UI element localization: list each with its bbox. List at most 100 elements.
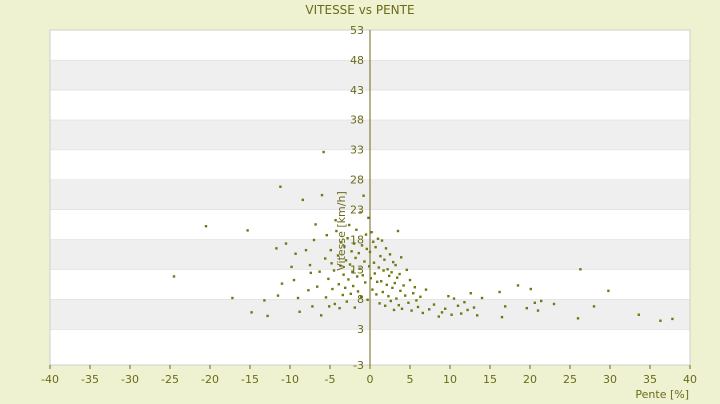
x-tick-label: 15 <box>483 373 497 386</box>
data-point <box>372 240 375 243</box>
y-tick-label: 53 <box>350 24 364 37</box>
data-point <box>529 287 532 291</box>
data-point <box>307 289 310 292</box>
data-point <box>320 314 323 317</box>
data-point <box>500 315 504 319</box>
data-point <box>345 300 348 303</box>
y-tick-label: 13 <box>350 263 364 276</box>
data-point <box>348 223 351 227</box>
x-tick-label: -15 <box>241 373 259 386</box>
data-point <box>284 242 288 245</box>
x-tick-label: -5 <box>325 373 336 386</box>
data-point <box>324 296 328 299</box>
data-point <box>463 300 466 304</box>
data-point <box>341 293 344 297</box>
data-point <box>362 194 365 197</box>
data-point <box>444 307 447 310</box>
data-point <box>579 268 582 271</box>
data-point <box>392 260 395 264</box>
data-point <box>333 302 336 306</box>
data-point <box>607 289 610 293</box>
data-point <box>327 277 330 281</box>
data-point <box>372 261 376 264</box>
data-point <box>380 280 383 283</box>
data-point <box>231 296 234 300</box>
data-point <box>424 288 428 291</box>
data-point <box>328 305 331 308</box>
x-tick-label: 25 <box>563 373 577 386</box>
data-point <box>172 275 176 278</box>
x-axis-label: Pente [%] <box>635 388 689 400</box>
data-point <box>204 225 208 228</box>
data-point <box>516 284 520 287</box>
data-point <box>340 241 343 244</box>
data-point <box>308 263 312 267</box>
data-point <box>384 304 387 307</box>
data-point <box>410 309 413 312</box>
data-point <box>452 297 456 300</box>
data-point <box>498 290 501 294</box>
data-point <box>385 283 388 287</box>
data-point <box>388 253 392 256</box>
x-tick-label: 0 <box>367 373 374 386</box>
data-point <box>320 193 324 197</box>
y-tick-label: 3 <box>357 323 364 336</box>
y-tick-label: 38 <box>350 114 364 127</box>
data-point <box>393 281 396 285</box>
data-point <box>388 274 391 278</box>
data-point <box>279 185 282 188</box>
data-point <box>331 287 334 291</box>
data-point <box>369 277 372 280</box>
data-point <box>343 245 346 248</box>
data-point <box>374 245 377 249</box>
data-point <box>360 244 364 247</box>
x-axis-ticks: -40 -35 -30 -25 -20 -15 -10 -5 0 5 10 15 20 25 30 35 40 <box>41 365 697 386</box>
data-point <box>370 230 373 234</box>
data-point <box>400 256 403 259</box>
data-point <box>344 286 347 290</box>
y-tick-label: 23 <box>350 203 364 216</box>
data-point <box>353 306 356 309</box>
data-point <box>396 229 400 233</box>
data-point <box>466 308 469 312</box>
data-point <box>296 296 300 300</box>
data-point <box>659 319 662 322</box>
data-point <box>314 223 317 226</box>
data-point <box>276 294 280 297</box>
data-point <box>387 295 390 298</box>
data-point <box>367 216 370 220</box>
data-point <box>318 270 321 273</box>
x-tick-label: 30 <box>603 373 617 386</box>
data-point <box>354 256 357 260</box>
data-point <box>334 219 337 222</box>
x-tick-label: -35 <box>81 373 99 386</box>
x-tick-label: -30 <box>121 373 139 386</box>
data-point <box>389 299 392 303</box>
data-point <box>365 247 368 251</box>
data-point <box>351 270 354 273</box>
data-point <box>332 269 336 272</box>
data-point <box>352 284 355 288</box>
data-point <box>292 278 296 282</box>
data-point <box>394 263 397 267</box>
data-point <box>349 292 352 296</box>
y-axis-label: Vitesse [km/h] <box>335 191 348 271</box>
x-tick-label: 20 <box>523 373 537 386</box>
data-point <box>428 308 431 311</box>
data-point <box>316 285 319 288</box>
data-point <box>469 292 472 295</box>
data-point <box>377 266 380 269</box>
data-point <box>339 264 342 267</box>
data-point <box>347 278 350 281</box>
x-tick-label: 10 <box>443 373 457 386</box>
data-point <box>364 233 368 236</box>
y-tick-label: 43 <box>350 84 364 97</box>
y-tick-label: 33 <box>350 144 364 157</box>
data-point <box>390 271 393 274</box>
data-point <box>552 302 556 306</box>
y-tick-label: -3 <box>353 359 364 372</box>
data-point <box>346 236 349 240</box>
data-point <box>324 257 327 260</box>
x-tick-label: -40 <box>41 373 59 386</box>
